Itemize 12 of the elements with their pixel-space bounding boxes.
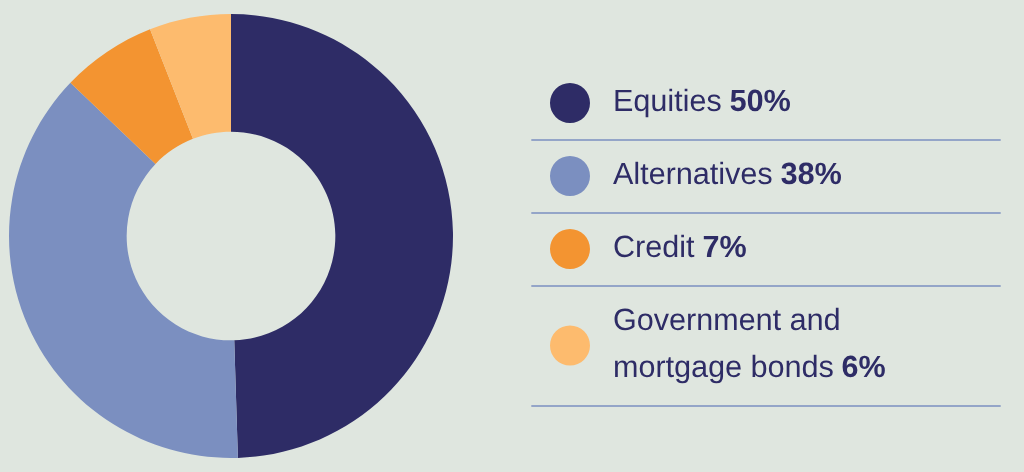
legend-label: Government and mortgage bonds (614, 307, 839, 384)
legend-label: Credit (614, 234, 695, 258)
data-label: 38% (781, 162, 841, 185)
data-label: 6% (842, 355, 885, 378)
legend-label: Equities (615, 88, 721, 118)
data-label: 50% (730, 89, 790, 112)
donut-slice (231, 14, 453, 458)
donut-slice (150, 14, 231, 139)
donut-slice (9, 82, 238, 458)
legend-label: Alternatives (613, 161, 772, 185)
data-label: 7% (703, 235, 746, 258)
donut-slice (70, 29, 193, 164)
